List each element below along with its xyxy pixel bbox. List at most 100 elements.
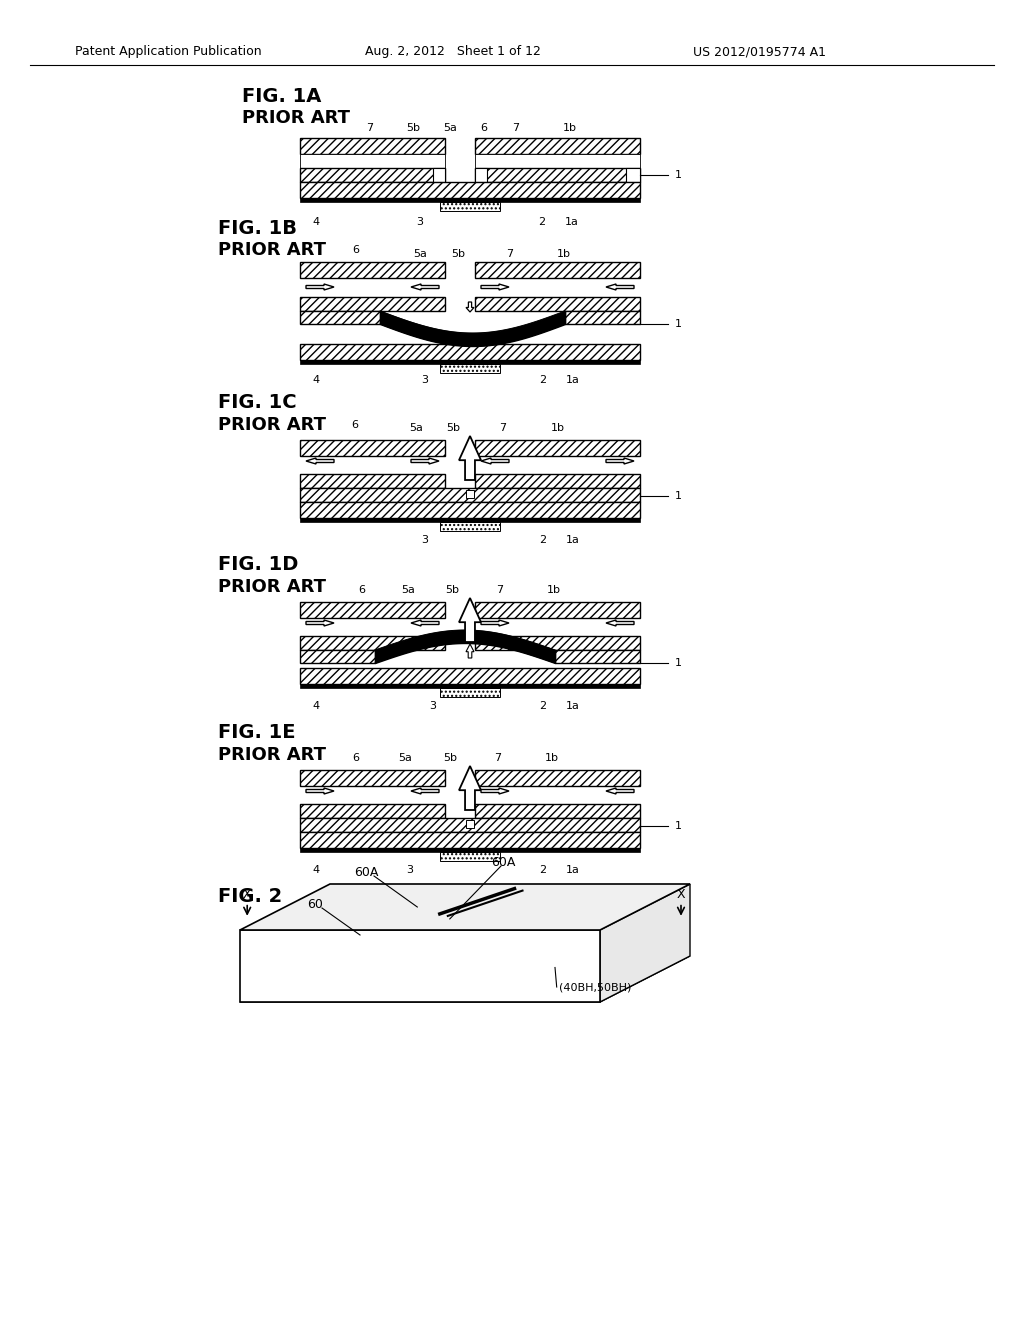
- Bar: [555, 649, 640, 663]
- Bar: [475, 139, 640, 154]
- Text: 7: 7: [497, 585, 504, 595]
- Text: 60A: 60A: [354, 866, 378, 879]
- Polygon shape: [606, 620, 634, 626]
- Bar: [300, 668, 640, 684]
- Polygon shape: [481, 458, 509, 465]
- Bar: [300, 684, 640, 688]
- Polygon shape: [466, 302, 474, 312]
- Text: 1a: 1a: [566, 535, 580, 545]
- Bar: [466, 490, 474, 498]
- Polygon shape: [459, 436, 481, 480]
- Text: 3: 3: [422, 535, 428, 545]
- Polygon shape: [466, 644, 474, 657]
- Text: 4: 4: [312, 701, 319, 711]
- Text: 5b: 5b: [445, 585, 459, 595]
- Bar: [300, 474, 445, 488]
- Bar: [475, 770, 640, 785]
- Text: 2: 2: [540, 865, 547, 875]
- Text: 3: 3: [407, 865, 414, 875]
- Text: 7: 7: [512, 123, 519, 133]
- Bar: [440, 851, 500, 861]
- Bar: [475, 168, 487, 182]
- Bar: [300, 804, 445, 818]
- Text: 3: 3: [417, 216, 424, 227]
- Text: 1a: 1a: [566, 701, 580, 711]
- Text: 5a: 5a: [409, 422, 423, 433]
- Bar: [475, 602, 640, 618]
- Text: FIG. 2: FIG. 2: [218, 887, 283, 906]
- Text: 5a: 5a: [443, 123, 457, 133]
- Text: 1b: 1b: [545, 752, 559, 763]
- Bar: [440, 202, 500, 211]
- Text: 1a: 1a: [565, 216, 579, 227]
- Bar: [300, 198, 640, 202]
- Bar: [300, 636, 445, 649]
- Bar: [300, 602, 445, 618]
- Bar: [300, 440, 445, 455]
- Text: FIG. 1A: FIG. 1A: [242, 87, 322, 106]
- Text: 4: 4: [312, 216, 319, 227]
- Text: 3: 3: [422, 375, 428, 385]
- Text: 7: 7: [495, 752, 502, 763]
- Text: 6: 6: [480, 123, 487, 133]
- Polygon shape: [306, 788, 334, 795]
- Text: 1a: 1a: [566, 375, 580, 385]
- Text: FIG. 1B: FIG. 1B: [218, 219, 297, 238]
- Bar: [300, 649, 375, 663]
- Text: 4: 4: [312, 865, 319, 875]
- Text: 5a: 5a: [401, 585, 415, 595]
- Text: Patent Application Publication: Patent Application Publication: [75, 45, 261, 58]
- Text: PRIOR ART: PRIOR ART: [218, 578, 326, 597]
- Text: 7: 7: [507, 249, 514, 259]
- Polygon shape: [240, 956, 690, 1002]
- Bar: [440, 521, 500, 531]
- Bar: [300, 297, 445, 312]
- Text: 5b: 5b: [443, 752, 457, 763]
- Bar: [300, 312, 380, 323]
- Text: 7: 7: [367, 123, 374, 133]
- Bar: [300, 154, 445, 168]
- Bar: [300, 832, 640, 847]
- Polygon shape: [411, 458, 439, 465]
- Text: 2: 2: [540, 375, 547, 385]
- Bar: [300, 770, 445, 785]
- Text: 60A: 60A: [490, 855, 515, 869]
- Bar: [300, 168, 445, 182]
- Text: X: X: [243, 888, 252, 902]
- Text: PRIOR ART: PRIOR ART: [218, 242, 326, 259]
- Polygon shape: [411, 788, 439, 795]
- Text: 1: 1: [675, 319, 682, 329]
- Text: 5b: 5b: [451, 249, 465, 259]
- Text: 2: 2: [540, 701, 547, 711]
- Bar: [475, 804, 640, 818]
- Polygon shape: [606, 284, 634, 290]
- Bar: [475, 474, 640, 488]
- Text: US 2012/0195774 A1: US 2012/0195774 A1: [693, 45, 826, 58]
- Bar: [300, 182, 640, 198]
- Bar: [475, 154, 640, 168]
- Text: Aug. 2, 2012   Sheet 1 of 12: Aug. 2, 2012 Sheet 1 of 12: [365, 45, 541, 58]
- Polygon shape: [306, 284, 334, 290]
- Polygon shape: [306, 458, 334, 465]
- Bar: [475, 636, 640, 649]
- Bar: [300, 360, 640, 364]
- Text: 1b: 1b: [551, 422, 565, 433]
- Bar: [300, 345, 640, 360]
- Bar: [475, 440, 640, 455]
- Text: 4: 4: [312, 375, 319, 385]
- Polygon shape: [600, 884, 690, 1002]
- Text: 1: 1: [675, 491, 682, 502]
- Bar: [440, 688, 500, 697]
- Polygon shape: [481, 788, 509, 795]
- Text: 1: 1: [675, 657, 682, 668]
- Polygon shape: [606, 788, 634, 795]
- Polygon shape: [459, 766, 481, 810]
- Text: PRIOR ART: PRIOR ART: [242, 110, 350, 127]
- Bar: [565, 312, 640, 323]
- Text: 1a: 1a: [566, 865, 580, 875]
- Polygon shape: [240, 884, 690, 931]
- Polygon shape: [459, 598, 481, 642]
- Polygon shape: [606, 458, 634, 465]
- Text: 2: 2: [540, 535, 547, 545]
- Bar: [626, 168, 640, 182]
